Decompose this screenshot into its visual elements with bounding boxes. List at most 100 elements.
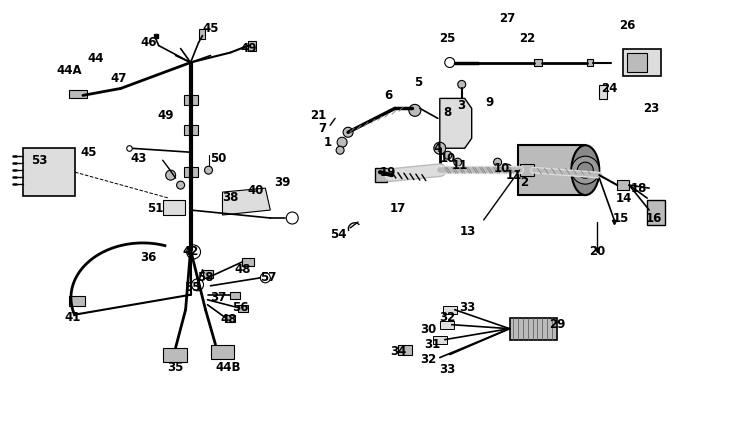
Text: 58: 58 — [197, 271, 214, 284]
Text: 21: 21 — [310, 109, 326, 122]
Text: 8: 8 — [444, 106, 452, 119]
Circle shape — [433, 142, 445, 154]
Circle shape — [336, 146, 344, 154]
Text: 9: 9 — [485, 96, 494, 109]
Text: 13: 13 — [460, 226, 476, 238]
Text: 25: 25 — [440, 32, 456, 45]
Bar — [518, 145, 585, 195]
Bar — [587, 59, 593, 67]
Circle shape — [286, 212, 298, 224]
Circle shape — [503, 164, 512, 172]
Text: 10: 10 — [440, 152, 456, 165]
Bar — [627, 52, 647, 72]
Bar — [184, 125, 197, 135]
Circle shape — [578, 162, 593, 178]
Bar — [623, 48, 661, 76]
Text: 19: 19 — [380, 166, 396, 178]
Text: 39: 39 — [274, 176, 290, 189]
Text: 38: 38 — [222, 190, 238, 204]
Text: 7: 7 — [318, 122, 326, 135]
Text: 17: 17 — [390, 202, 406, 214]
Text: 44: 44 — [88, 52, 104, 65]
Text: 55: 55 — [184, 281, 201, 294]
Bar — [617, 180, 629, 190]
Bar — [248, 40, 256, 51]
Text: 44A: 44A — [56, 64, 82, 77]
Text: 47: 47 — [110, 72, 127, 85]
Text: 37: 37 — [210, 291, 226, 304]
Polygon shape — [440, 99, 472, 148]
Circle shape — [458, 80, 466, 88]
Bar — [226, 315, 236, 322]
Text: 5: 5 — [414, 76, 422, 89]
Circle shape — [343, 127, 353, 137]
Text: 20: 20 — [590, 246, 605, 258]
Bar — [599, 85, 608, 99]
Circle shape — [444, 151, 452, 159]
Text: 1: 1 — [324, 136, 332, 149]
Text: 18: 18 — [631, 182, 647, 194]
Text: 3: 3 — [458, 99, 466, 112]
Text: 6: 6 — [384, 89, 392, 102]
Text: 50: 50 — [210, 152, 226, 165]
Text: 26: 26 — [619, 19, 635, 32]
Text: 11: 11 — [506, 169, 522, 182]
Text: 23: 23 — [643, 102, 659, 115]
Text: 49: 49 — [158, 109, 174, 122]
Bar — [509, 318, 557, 340]
Text: 31: 31 — [424, 338, 440, 351]
Text: 41: 41 — [64, 311, 81, 324]
Bar — [163, 200, 184, 215]
Text: 57: 57 — [260, 271, 277, 284]
Bar — [199, 28, 205, 39]
Bar — [202, 270, 212, 278]
Circle shape — [494, 158, 502, 166]
Circle shape — [572, 156, 599, 184]
Text: 48: 48 — [220, 313, 237, 326]
Bar — [535, 59, 542, 67]
Circle shape — [191, 279, 203, 291]
Text: 46: 46 — [140, 36, 157, 49]
Text: 14: 14 — [616, 191, 632, 205]
Bar — [440, 321, 454, 329]
Circle shape — [205, 166, 212, 174]
Circle shape — [166, 170, 176, 180]
Text: 35: 35 — [167, 361, 184, 374]
Bar — [184, 95, 197, 105]
Circle shape — [260, 273, 270, 283]
Bar — [184, 167, 197, 177]
Circle shape — [445, 58, 454, 67]
Text: 4: 4 — [433, 142, 442, 155]
Text: 48: 48 — [234, 263, 250, 276]
Text: 49: 49 — [240, 42, 256, 55]
Circle shape — [187, 245, 200, 259]
Text: 34: 34 — [390, 345, 406, 358]
Bar — [433, 336, 447, 344]
Text: 11: 11 — [452, 159, 468, 172]
Text: 24: 24 — [601, 82, 617, 95]
Text: 30: 30 — [420, 323, 436, 336]
Text: 22: 22 — [520, 32, 536, 45]
Text: 32: 32 — [440, 311, 456, 324]
Text: 44B: 44B — [216, 361, 242, 374]
Bar — [69, 91, 87, 99]
Circle shape — [409, 104, 421, 116]
Polygon shape — [223, 188, 270, 215]
Bar — [375, 168, 387, 182]
Text: 2: 2 — [520, 176, 529, 189]
Text: 56: 56 — [232, 301, 249, 314]
Bar — [238, 305, 248, 312]
Text: 53: 53 — [31, 154, 47, 166]
Text: 51: 51 — [148, 202, 164, 214]
Text: 16: 16 — [646, 211, 662, 225]
Circle shape — [176, 181, 184, 189]
Bar — [242, 258, 254, 266]
Bar — [647, 200, 665, 225]
Bar — [163, 348, 187, 361]
Text: 45: 45 — [81, 146, 98, 159]
Text: 32: 32 — [420, 353, 436, 366]
Text: 33: 33 — [440, 363, 456, 376]
Bar — [23, 148, 75, 196]
Text: 10: 10 — [494, 162, 510, 174]
Bar — [230, 292, 241, 299]
